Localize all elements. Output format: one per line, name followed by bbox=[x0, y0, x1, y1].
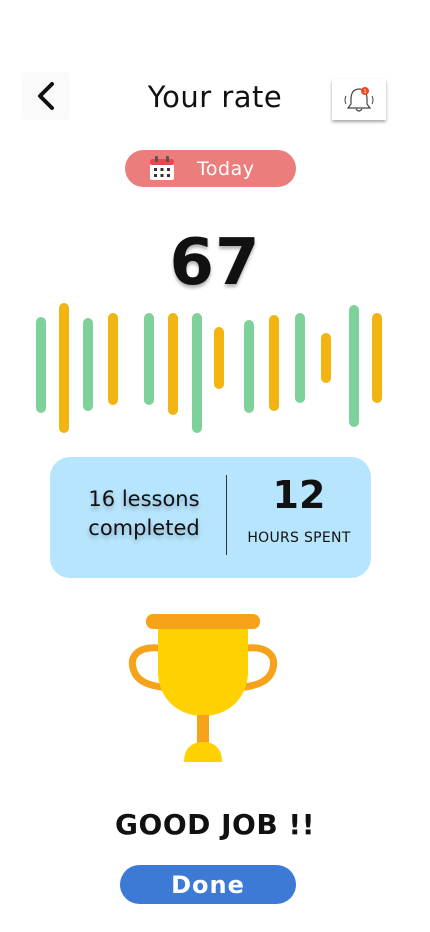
calendar-icon bbox=[149, 156, 175, 182]
date-filter-button[interactable]: Today bbox=[125, 150, 296, 187]
done-button[interactable]: Done bbox=[120, 865, 296, 904]
stats-card: 16 lessons completed 12 HOURS SPENT bbox=[50, 457, 371, 578]
notifications-button[interactable]: 1 bbox=[332, 79, 386, 120]
bell-icon: 1 bbox=[341, 84, 377, 116]
date-filter-label: Today bbox=[197, 158, 254, 180]
hours-spent-value: 12 bbox=[240, 473, 358, 517]
score-value: 67 bbox=[0, 226, 430, 300]
lessons-completed-text: 16 lessons completed bbox=[70, 485, 218, 543]
trophy-icon bbox=[128, 612, 278, 770]
activity-wave bbox=[0, 290, 430, 440]
stats-divider bbox=[226, 475, 227, 555]
good-job-message: GOOD JOB !! bbox=[0, 808, 430, 841]
notification-count: 1 bbox=[363, 89, 367, 95]
hours-spent-label: HOURS SPENT bbox=[236, 530, 362, 546]
